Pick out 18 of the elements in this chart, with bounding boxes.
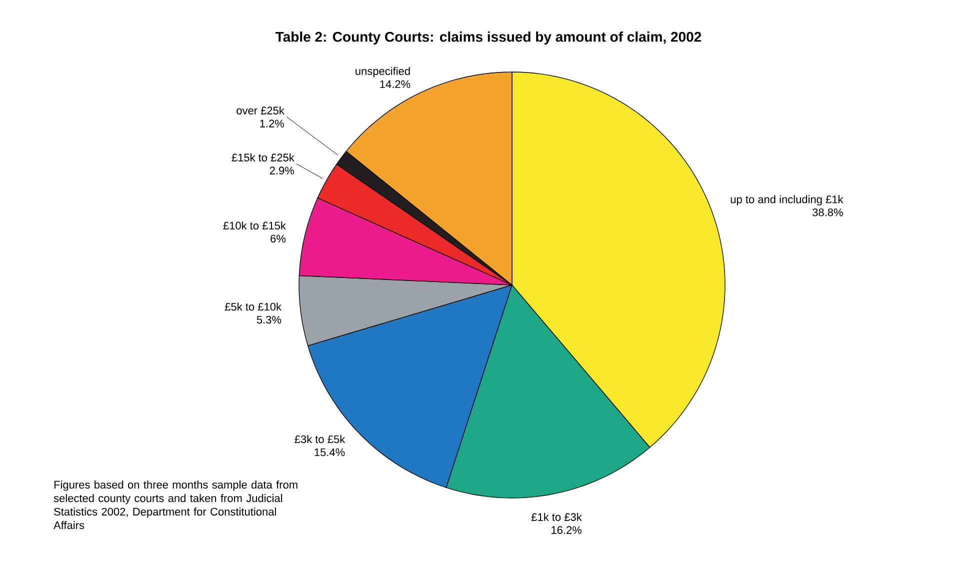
slice-label: £15k to £25k <box>232 153 294 162</box>
data-label: 2.9% <box>270 166 294 174</box>
slice-label: up to and including £1k <box>730 195 844 206</box>
data-label: 5.3% <box>256 316 282 324</box>
slice-label: £1k to £3k <box>531 512 582 521</box>
data-label: 14.2% <box>380 80 410 88</box>
data-label: 15.4% <box>314 448 345 456</box>
slice-label: £10k to £15k <box>223 221 286 230</box>
chart-title: Table 2: County Courts: claims issued by amount of claim, 2002 <box>276 32 702 45</box>
data-label: 1.2% <box>260 120 284 128</box>
data-label: 16.2% <box>552 526 582 534</box>
text: Figures based on three months sample data from selected county courts and taken from Judicial Statistics 2002, Department for Constitutional Affairs <box>54 480 298 530</box>
slice-label: £5k to £10k <box>224 302 282 311</box>
data-label: 6% <box>270 234 286 243</box>
slice-label: £3k to £5k <box>294 435 346 444</box>
slice-label: over £25k <box>236 106 284 114</box>
slice-label: unspecified <box>356 66 410 78</box>
data-label: 38.8% <box>812 208 843 216</box>
